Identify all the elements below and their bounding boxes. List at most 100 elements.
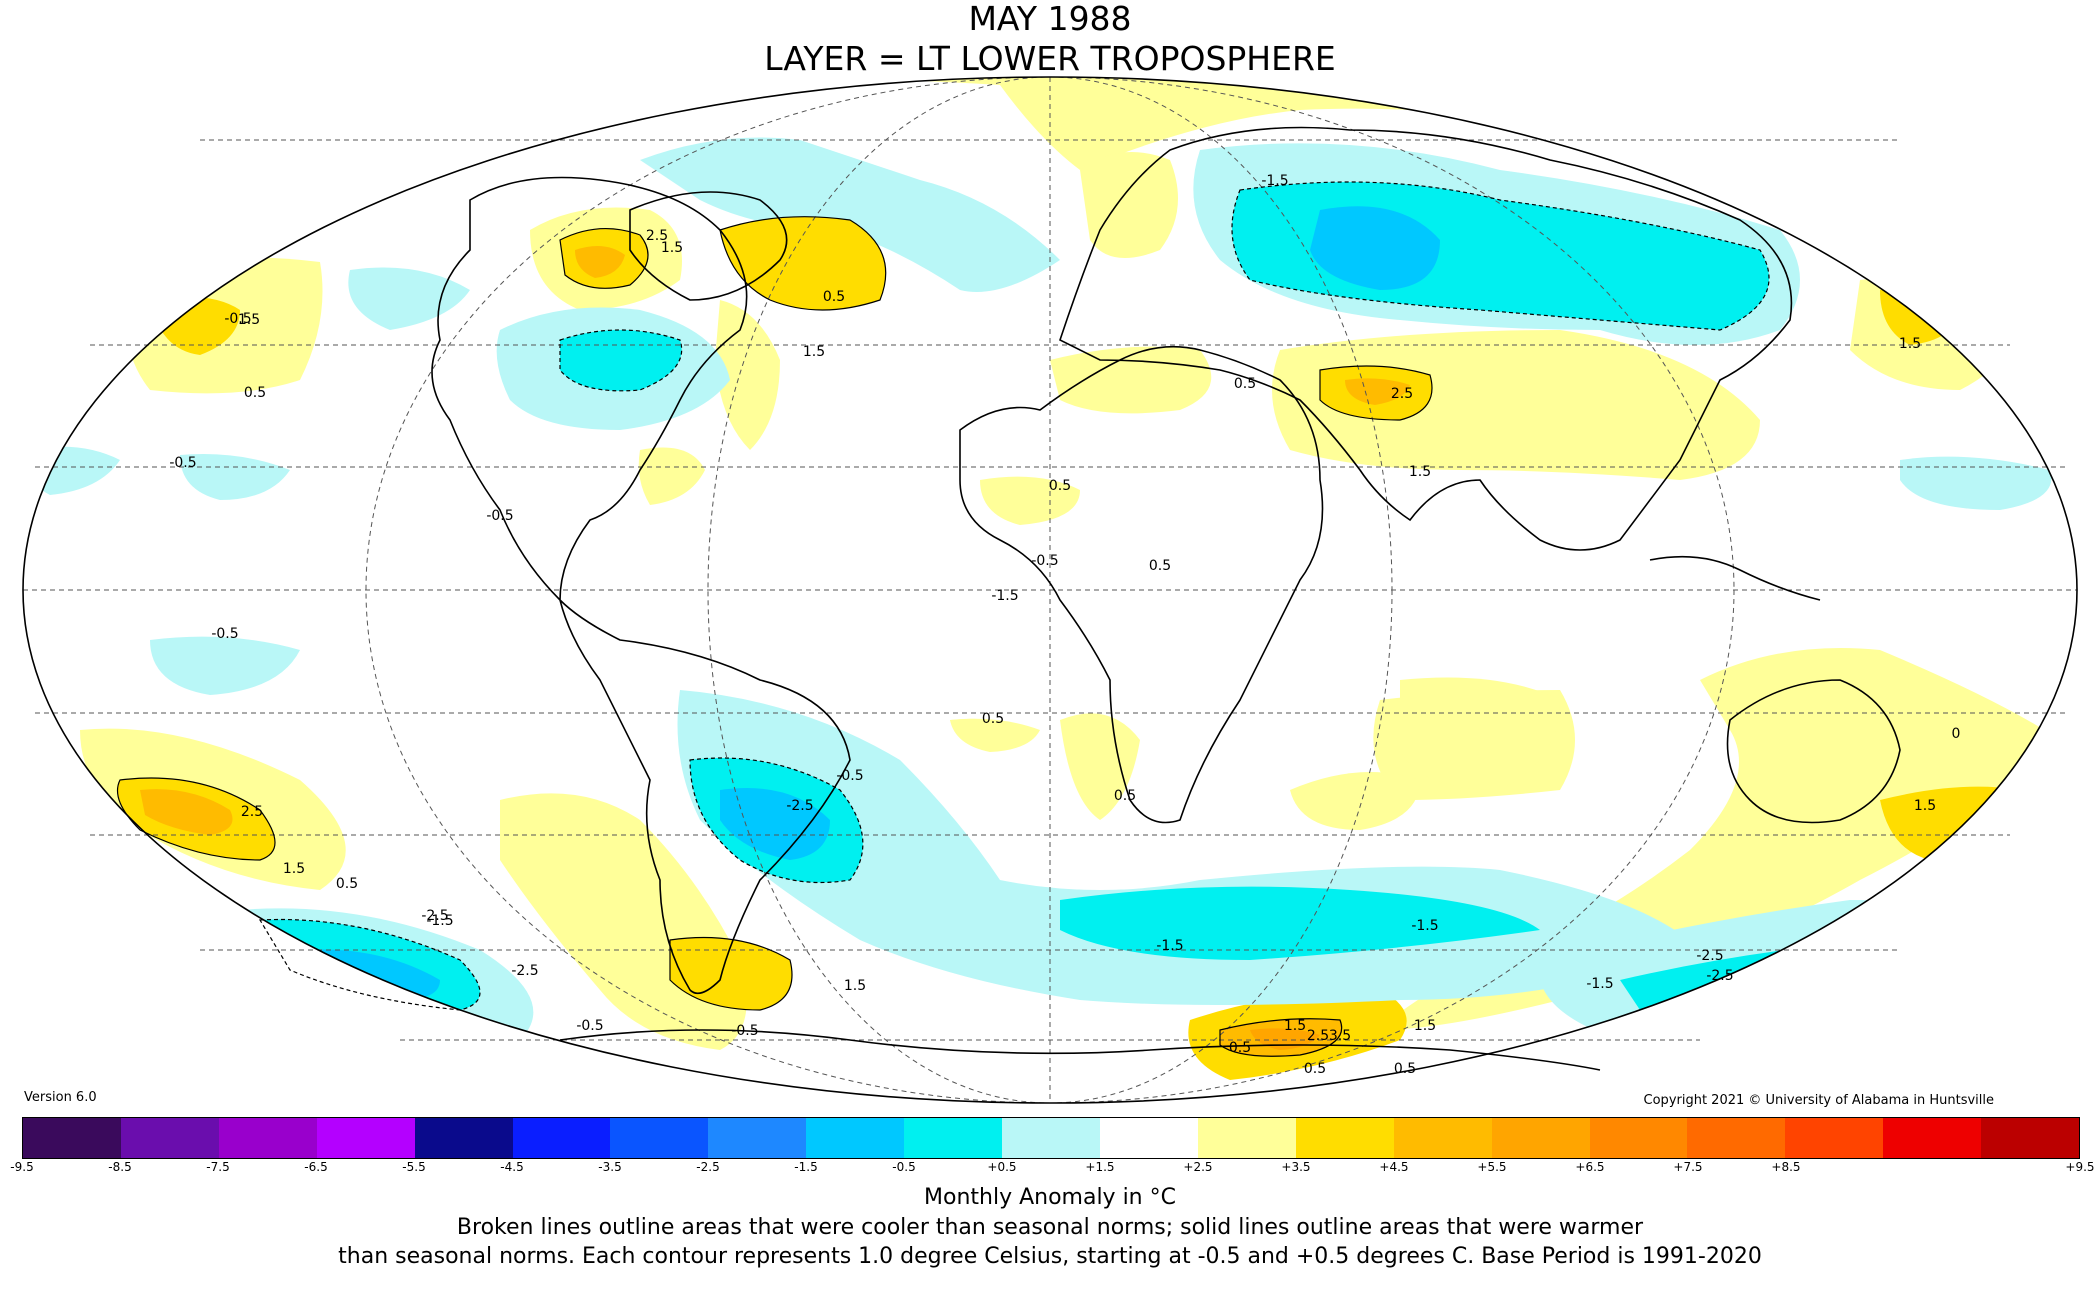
contour-label: 0.5 <box>1149 558 1171 574</box>
contour-label: -2.5 <box>421 908 448 924</box>
map-title: MAY 1988 <box>968 0 1132 38</box>
contour-label: 0.5 <box>1049 478 1071 494</box>
colorbar-cell <box>708 1118 807 1158</box>
contour-label: -1.5 <box>991 588 1018 604</box>
colorbar-cell <box>1491 1118 1590 1158</box>
colorbar-tick-label: +1.5 <box>1085 1160 1115 1174</box>
indonesia-outline <box>1649 555 1821 601</box>
contour-labels: -0.5-0.5-0.5-1.5-2.5-1.5-0.5-0.5-1.5-2.5… <box>169 173 1960 1077</box>
warm-region-labrador <box>720 216 886 310</box>
contour-label: 2.5 <box>241 804 263 820</box>
colorbar-tick-label: -1.5 <box>794 1160 818 1174</box>
contour-label: 0 <box>1952 726 1961 742</box>
contour-label: 0.5 <box>1304 1061 1326 1077</box>
cool-region-north-atlantic <box>640 137 1060 292</box>
warm-region-east-pacific-south <box>1290 772 1420 830</box>
caption-line-1: Broken lines outline areas that were coo… <box>456 1215 1644 1240</box>
colorbar-tick-label: +7.5 <box>1673 1160 1703 1174</box>
contour-label: 0.5 <box>1234 376 1256 392</box>
warm-region-indian-ocean-east <box>1400 677 1560 790</box>
colorbar <box>22 1117 2080 1159</box>
contour-label: -0.5 <box>1031 553 1058 569</box>
contour-label: 0.5 <box>244 385 266 401</box>
colorbar-tick-label: +9.5 <box>2065 1160 2095 1174</box>
contour-label: 1.5 <box>803 344 825 360</box>
colorbar-tick-label: +4.5 <box>1379 1160 1409 1174</box>
anomaly-fills <box>27 77 2060 1080</box>
greenland-outline <box>629 191 788 301</box>
map-subtitle: LAYER = LT LOWER TROPOSPHERE <box>764 39 1336 78</box>
caption-line-2: than seasonal norms. Each contour repres… <box>338 1244 1762 1269</box>
warm-region-west-africa <box>980 476 1080 525</box>
warm-region-scandinavia <box>1080 152 1178 258</box>
colorbar-tick-label: +5.5 <box>1477 1160 1507 1174</box>
colorbar-tick-label: -5.5 <box>402 1160 426 1174</box>
colorbar-tick-label: -7.5 <box>206 1160 230 1174</box>
colorbar-tick-label: -2.5 <box>696 1160 720 1174</box>
warm-region-south-africa <box>1060 713 1140 820</box>
copyright-label: Copyright 2021 © University of Alabama i… <box>1643 1093 1994 1108</box>
warm-region-greenland-inner <box>575 246 625 278</box>
contour-label: -2.5 <box>1706 968 1733 984</box>
warm-region-north-africa <box>1050 346 1212 414</box>
warm-region-iran-inner <box>1345 378 1410 405</box>
colorbar-cell <box>316 1118 415 1158</box>
cool-region-siberia-core <box>1310 206 1440 290</box>
contour-label: 1.5 <box>1414 1018 1436 1034</box>
cool-region-pacific-east <box>1900 456 2052 510</box>
australia-outline <box>1726 679 1901 824</box>
antarctica-outline <box>559 1029 1601 1071</box>
colorbar-cell <box>1393 1118 1492 1158</box>
contour-label: 2.5 <box>646 228 668 244</box>
colorbar-cell <box>1099 1118 1198 1158</box>
contour-lines-cool <box>258 181 1770 1011</box>
map-border <box>22 76 2078 1104</box>
colorbar-tick-label: +0.5 <box>987 1160 1017 1174</box>
contour-label: -1.5 <box>1586 976 1613 992</box>
colorbar-cell <box>1295 1118 1394 1158</box>
contour-label: -1.5 <box>426 913 453 929</box>
contour-label: -2.5 <box>511 963 538 979</box>
colorbar-ticks: -9.5 -8.5 -7.5 -6.5 -5.5 -4.5 -3.5 -2.5 -1.5 -0.5… <box>10 1160 2094 1184</box>
colorbar-cell <box>1589 1118 1688 1158</box>
warm-region-caribbean <box>638 447 705 505</box>
contour-label: 1.5 <box>283 861 305 877</box>
contour-label: 0.5 <box>336 876 358 892</box>
colorbar-tick-label: +8.5 <box>1771 1160 1801 1174</box>
colorbar-cell <box>512 1118 611 1158</box>
contour-label: -1.5 <box>1411 918 1438 934</box>
eurasia-outline <box>1059 126 1793 551</box>
warm-region-drake-core <box>670 937 792 1010</box>
contour-label: 0.5 <box>1229 1040 1251 1056</box>
cool-region-tropical-pacific <box>150 636 300 695</box>
contour-label: 1.5 <box>1409 464 1431 480</box>
contour-label: -2.5 <box>786 798 813 814</box>
legend-title: Monthly Anomaly in °C <box>924 1185 1176 1210</box>
contour-label: 0.5 <box>982 711 1004 727</box>
contour-label: -0.5 <box>486 508 513 524</box>
contour-label: -0.5 <box>836 768 863 784</box>
colorbar-cell <box>1883 1118 1982 1158</box>
contour-label: 3.5 <box>1329 1028 1351 1044</box>
cool-region-south-atlantic-core <box>720 788 830 860</box>
contour-label: 0.5 <box>823 289 845 305</box>
colorbar-cell <box>1785 1118 1884 1158</box>
colorbar-tick-label: -4.5 <box>500 1160 524 1174</box>
colorbar-tick-label: -6.5 <box>304 1160 328 1174</box>
colorbar-tick-label: -8.5 <box>108 1160 132 1174</box>
north-america-outline <box>431 176 851 995</box>
colorbar-tick-label: +2.5 <box>1183 1160 1213 1174</box>
contour-label: -0.5 <box>169 455 196 471</box>
colorbar-cell <box>120 1118 219 1158</box>
contour-label: -2.5 <box>1696 948 1723 964</box>
cool-region-ne-pacific <box>348 267 470 330</box>
contour-label: -1.5 <box>1156 938 1183 954</box>
contour-label: 1.5 <box>844 978 866 994</box>
colorbar-cell <box>904 1118 1003 1158</box>
warm-region-south-pacific-inner <box>140 789 233 835</box>
contour-label: -0.5 <box>731 1023 758 1039</box>
cool-region-southern-ocean-mid <box>1060 886 1540 960</box>
colorbar-cell <box>610 1118 709 1158</box>
contour-label: 1.5 <box>238 312 260 328</box>
europe-africa-outline <box>959 345 1324 824</box>
